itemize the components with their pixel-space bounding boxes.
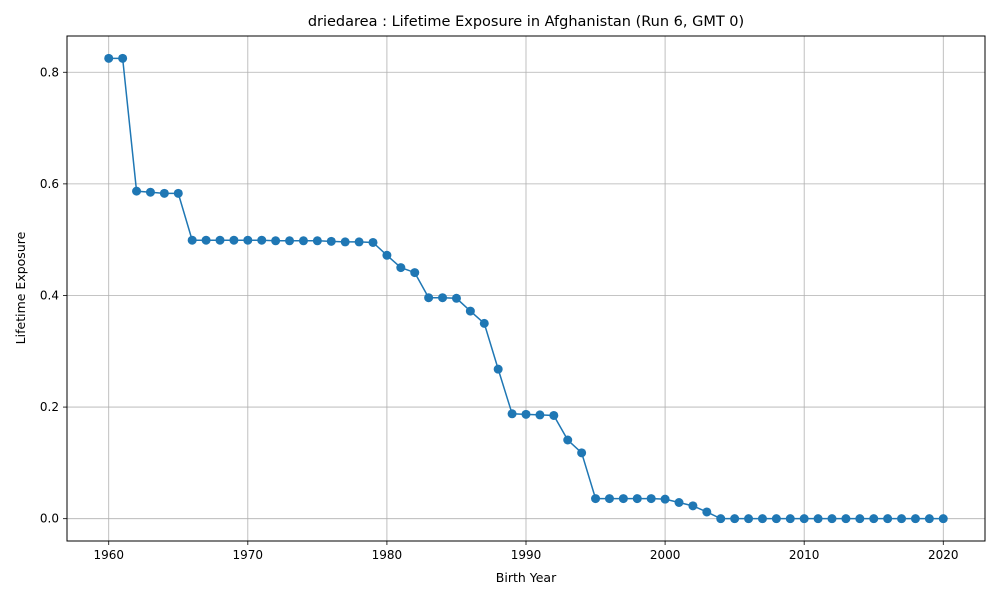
data-point bbox=[424, 293, 434, 303]
data-point bbox=[577, 448, 587, 458]
data-point bbox=[479, 318, 489, 328]
data-point bbox=[716, 514, 726, 524]
data-point bbox=[910, 514, 920, 524]
data-point bbox=[159, 188, 169, 198]
data-point bbox=[354, 237, 364, 247]
x-axis-label: Birth Year bbox=[496, 570, 557, 585]
data-point bbox=[757, 514, 767, 524]
x-tick-label: 1970 bbox=[233, 548, 264, 562]
data-point bbox=[173, 188, 183, 198]
x-tick-label: 1980 bbox=[372, 548, 403, 562]
data-point bbox=[799, 514, 809, 524]
data-point bbox=[396, 263, 406, 273]
data-point bbox=[660, 494, 670, 504]
data-point bbox=[312, 236, 322, 246]
x-tick-label: 2000 bbox=[650, 548, 681, 562]
data-point bbox=[132, 186, 142, 196]
data-point bbox=[632, 494, 642, 504]
data-point bbox=[841, 514, 851, 524]
data-point bbox=[924, 514, 934, 524]
data-point bbox=[813, 514, 823, 524]
y-tick-label: 0.4 bbox=[40, 288, 59, 302]
axis-ticks: 1960 1970 1980 1990 2000 2010 2020 0.0 0.2 0.4 0.6… bbox=[40, 65, 959, 562]
data-point bbox=[340, 237, 350, 247]
y-tick-label: 0.0 bbox=[40, 512, 59, 526]
data-point bbox=[855, 514, 865, 524]
data-point bbox=[897, 514, 907, 524]
x-tick-label: 1990 bbox=[511, 548, 542, 562]
data-point bbox=[563, 435, 573, 445]
data-point bbox=[744, 514, 754, 524]
data-point bbox=[688, 501, 698, 511]
data-point bbox=[521, 409, 531, 419]
data-point bbox=[243, 235, 253, 245]
data-point bbox=[215, 235, 225, 245]
data-point bbox=[646, 494, 656, 504]
data-point bbox=[771, 514, 781, 524]
data-point bbox=[604, 494, 614, 504]
data-point bbox=[257, 235, 267, 245]
data-point bbox=[869, 514, 879, 524]
data-point bbox=[451, 293, 461, 303]
data-point bbox=[438, 293, 448, 303]
data-point bbox=[118, 53, 128, 63]
data-point bbox=[493, 364, 503, 374]
data-point bbox=[730, 514, 740, 524]
data-point bbox=[883, 514, 893, 524]
data-point bbox=[674, 497, 684, 507]
series-exposure bbox=[104, 53, 948, 524]
data-point bbox=[298, 236, 308, 246]
chart-title: driedarea : Lifetime Exposure in Afghani… bbox=[308, 14, 744, 30]
x-tick-label: 2010 bbox=[789, 548, 820, 562]
data-point bbox=[535, 410, 545, 420]
data-point bbox=[618, 494, 628, 504]
data-point bbox=[104, 53, 114, 63]
data-point bbox=[285, 236, 295, 246]
data-point bbox=[549, 410, 559, 420]
data-point bbox=[187, 235, 197, 245]
x-tick-label: 2020 bbox=[928, 548, 959, 562]
data-point bbox=[326, 236, 336, 246]
data-point bbox=[938, 514, 948, 524]
data-point bbox=[368, 237, 378, 247]
data-point bbox=[410, 268, 420, 278]
y-tick-label: 0.2 bbox=[40, 400, 59, 414]
data-point bbox=[591, 494, 601, 504]
y-axis-label: Lifetime Exposure bbox=[13, 231, 28, 344]
grid-lines bbox=[67, 36, 985, 541]
data-point bbox=[507, 409, 517, 419]
data-point bbox=[785, 514, 795, 524]
y-tick-label: 0.6 bbox=[40, 177, 59, 191]
data-point bbox=[271, 236, 281, 246]
data-point bbox=[702, 507, 712, 517]
data-point bbox=[382, 250, 392, 260]
data-point bbox=[229, 235, 239, 245]
y-tick-label: 0.8 bbox=[40, 65, 59, 79]
data-point bbox=[201, 235, 211, 245]
data-point bbox=[145, 187, 155, 197]
x-tick-label: 1960 bbox=[93, 548, 124, 562]
data-point bbox=[465, 306, 475, 316]
data-point bbox=[827, 514, 837, 524]
